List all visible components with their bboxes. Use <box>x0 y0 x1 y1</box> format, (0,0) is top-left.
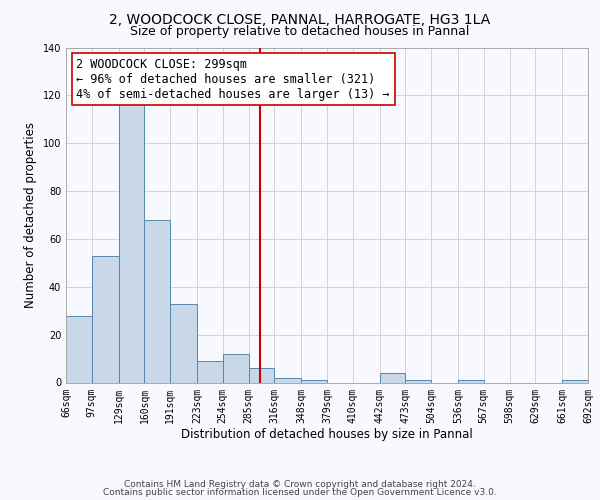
Bar <box>92 256 119 382</box>
Bar <box>145 220 170 382</box>
Y-axis label: Number of detached properties: Number of detached properties <box>24 122 37 308</box>
Bar <box>223 354 248 382</box>
Bar <box>119 100 145 382</box>
Text: 2, WOODCOCK CLOSE, PANNAL, HARROGATE, HG3 1LA: 2, WOODCOCK CLOSE, PANNAL, HARROGATE, HG… <box>109 12 491 26</box>
Bar <box>274 378 301 382</box>
Bar <box>170 304 197 382</box>
Text: Contains HM Land Registry data © Crown copyright and database right 2024.: Contains HM Land Registry data © Crown c… <box>124 480 476 489</box>
Bar <box>562 380 588 382</box>
Bar <box>458 380 484 382</box>
Bar <box>406 380 431 382</box>
Text: 2 WOODCOCK CLOSE: 299sqm
← 96% of detached houses are smaller (321)
4% of semi-d: 2 WOODCOCK CLOSE: 299sqm ← 96% of detach… <box>76 58 390 100</box>
Text: Contains public sector information licensed under the Open Government Licence v3: Contains public sector information licen… <box>103 488 497 497</box>
Bar <box>66 316 92 382</box>
X-axis label: Distribution of detached houses by size in Pannal: Distribution of detached houses by size … <box>181 428 473 441</box>
Bar <box>248 368 274 382</box>
Text: Size of property relative to detached houses in Pannal: Size of property relative to detached ho… <box>130 25 470 38</box>
Bar <box>301 380 327 382</box>
Bar <box>380 373 406 382</box>
Bar <box>197 361 223 382</box>
